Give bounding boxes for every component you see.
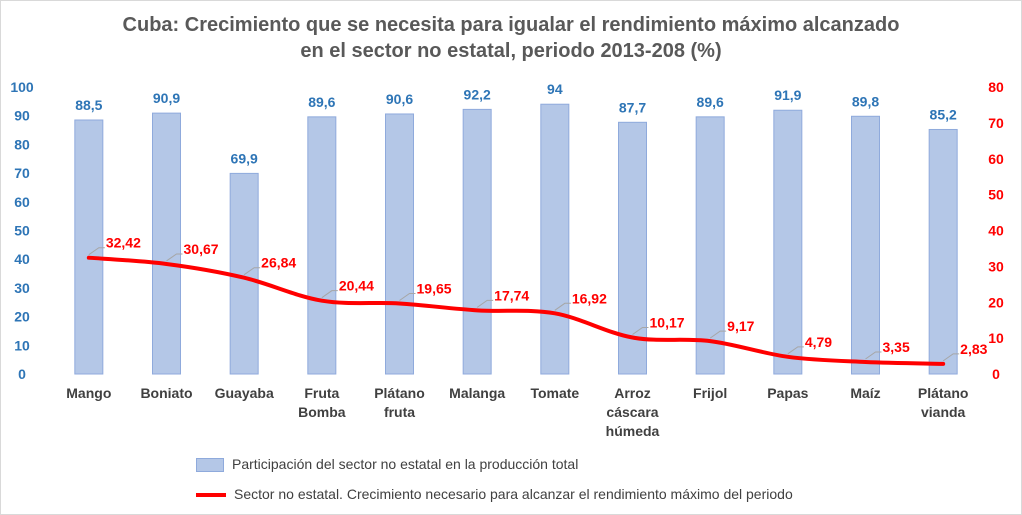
- line-data-label: 16,92: [572, 290, 607, 306]
- category-label: Mango: [66, 385, 111, 401]
- category-label: Plátano vianda: [918, 385, 969, 420]
- bar: [928, 128, 958, 375]
- line-data-labels: 32,42 30,67 26,84 20,44 19,65 17,74 16,92 10,17…: [106, 235, 988, 357]
- category-label: Frijol: [693, 385, 727, 401]
- y-left-tick-label: 70: [14, 165, 30, 181]
- chart-title-line-1: Cuba: Crecimiento que se necesita para i…: [122, 14, 900, 36]
- leader-line: [942, 353, 960, 362]
- bar-data-label: 90,6: [386, 91, 413, 107]
- bar-data-labels: 88,5 90,9 69,9 89,6 90,6 92,2 94 87,7 89,6 91,9 89…: [75, 81, 957, 166]
- bar: [74, 119, 104, 375]
- leader-line: [321, 290, 338, 299]
- y-right-tick-label: 40: [988, 223, 1004, 239]
- category-label: Fruta Bomba: [298, 385, 346, 420]
- series-line: [86, 255, 946, 366]
- category-label: Tomate: [530, 385, 579, 401]
- y-left-tick-label: 40: [14, 251, 30, 267]
- right-axis: 0 10 20 30 40 50 60 70 80: [988, 79, 1004, 382]
- bar-data-label: 85,2: [930, 106, 957, 122]
- y-left-tick-label: 10: [14, 337, 30, 353]
- y-left-tick-label: 80: [14, 136, 30, 152]
- bar-data-label: 69,9: [231, 150, 258, 166]
- category-label: Papas: [767, 385, 808, 401]
- leader-lines: [88, 247, 960, 362]
- legend-line-label: Sector no estatal. Crecimiento necesario…: [234, 486, 793, 502]
- line-data-label: 2,83: [960, 341, 987, 357]
- leader-line: [243, 267, 261, 276]
- category-label: Maíz: [850, 385, 880, 401]
- y-left-tick-label: 100: [10, 79, 34, 95]
- y-left-tick-label: 90: [14, 108, 30, 124]
- y-right-tick-label: 80: [988, 79, 1004, 95]
- line-data-label: 30,67: [184, 241, 219, 257]
- bar: [307, 116, 337, 375]
- line-data-label: 19,65: [417, 281, 452, 297]
- left-axis: 0 10 20 30 40 50 60 70 80 90 100: [10, 79, 34, 382]
- bar-data-label: 88,5: [75, 97, 102, 113]
- leader-line: [166, 253, 183, 262]
- leader-line: [88, 247, 105, 256]
- leader-line: [632, 327, 649, 335]
- chart-title-line-2: en el sector no estatal, periodo 2013-20…: [300, 40, 722, 62]
- leader-line: [399, 293, 416, 301]
- bar-series: [74, 103, 958, 375]
- y-right-tick-label: 10: [988, 330, 1004, 346]
- category-label: Plátano fruta: [374, 385, 425, 420]
- line-data-label: 32,42: [106, 235, 141, 251]
- category-label: Malanga: [449, 385, 505, 401]
- bar-data-label: 91,9: [774, 87, 801, 103]
- line-data-label: 3,35: [883, 339, 910, 355]
- line-data-label: 26,84: [261, 255, 296, 271]
- y-left-tick-label: 30: [14, 280, 30, 296]
- legend-item-bar: Participación del sector no estatal en l…: [196, 456, 579, 473]
- y-right-tick-label: 30: [988, 258, 1004, 274]
- category-label: Arroz cáscara húmeda: [606, 385, 660, 439]
- bar-data-label: 89,8: [852, 93, 879, 109]
- bar: [618, 121, 647, 375]
- y-right-tick-label: 0: [992, 366, 1000, 382]
- chart-title: Cuba: Crecimiento que se necesita para i…: [0, 12, 1022, 64]
- bar: [695, 116, 725, 375]
- y-right-tick-label: 60: [988, 151, 1004, 167]
- bar-data-label: 90,9: [153, 90, 180, 106]
- bar: [385, 113, 414, 375]
- category-labels: Mango Boniato Guayaba Fruta Bomba Plátano frut…: [66, 385, 968, 439]
- line-data-label: 20,44: [339, 278, 374, 294]
- leader-line: [476, 299, 494, 308]
- y-right-tick-label: 50: [988, 187, 1004, 203]
- y-right-tick-label: 70: [988, 115, 1004, 131]
- bar: [851, 115, 880, 375]
- leader-line: [709, 330, 727, 339]
- y-left-tick-label: 50: [14, 223, 30, 239]
- y-left-tick-label: 0: [18, 366, 26, 382]
- category-label: Guayaba: [215, 385, 274, 401]
- bar-data-label: 89,6: [308, 94, 335, 110]
- bar: [540, 103, 570, 375]
- legend-item-line: Sector no estatal. Crecimiento necesario…: [196, 486, 793, 502]
- leader-line: [865, 351, 882, 360]
- line-series: [86, 255, 946, 366]
- bar: [773, 109, 803, 375]
- bar: [152, 112, 181, 375]
- bar-data-label: 94: [547, 81, 563, 97]
- line-data-label: 17,74: [494, 287, 529, 303]
- leader-line: [554, 302, 571, 311]
- y-left-tick-label: 20: [14, 309, 30, 325]
- line-data-label: 9,17: [727, 318, 754, 334]
- legend-bar-label: Participación del sector no estatal en l…: [232, 456, 579, 472]
- line-data-label: 10,17: [650, 315, 685, 331]
- leader-line: [787, 346, 804, 355]
- bar-data-label: 92,2: [464, 86, 491, 102]
- bar: [462, 108, 492, 375]
- category-label: Boniato: [140, 385, 192, 401]
- bar-data-label: 87,7: [619, 99, 646, 115]
- line-data-label: 4,79: [805, 334, 832, 350]
- legend-bar-swatch: [196, 458, 224, 473]
- bar-data-label: 89,6: [697, 94, 724, 110]
- y-right-tick-label: 20: [988, 294, 1004, 310]
- legend-line-swatch: [196, 493, 226, 498]
- y-left-tick-label: 60: [14, 194, 30, 210]
